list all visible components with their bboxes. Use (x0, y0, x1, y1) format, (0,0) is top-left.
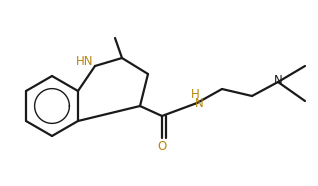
Text: HN: HN (76, 54, 94, 68)
Text: H: H (190, 87, 199, 100)
Text: N: N (195, 97, 204, 110)
Text: N: N (273, 73, 282, 86)
Text: O: O (157, 140, 167, 153)
